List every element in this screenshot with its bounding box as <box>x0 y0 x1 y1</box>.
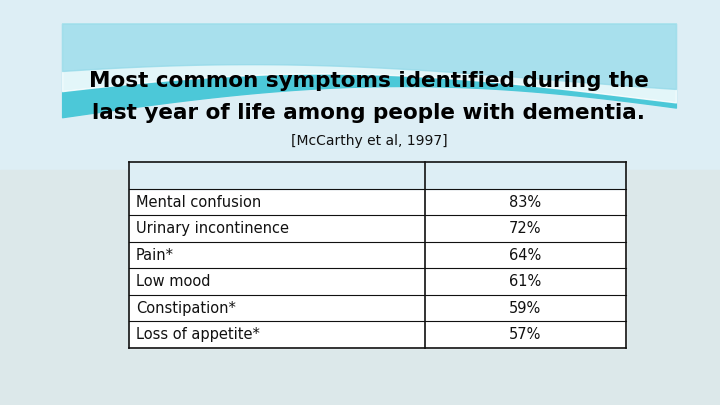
Text: 61%: 61% <box>509 274 541 289</box>
Text: Pain*: Pain* <box>136 248 174 263</box>
Text: 59%: 59% <box>509 301 541 316</box>
Text: Constipation*: Constipation* <box>136 301 235 316</box>
Text: Most common symptoms identified during the: Most common symptoms identified during t… <box>89 71 649 92</box>
Text: last year of life among people with dementia.: last year of life among people with deme… <box>92 102 646 123</box>
Text: [McCarthy et al, 1997]: [McCarthy et al, 1997] <box>291 134 447 147</box>
Text: Loss of appetite*: Loss of appetite* <box>136 327 260 342</box>
Text: Urinary incontinence: Urinary incontinence <box>136 221 289 236</box>
Bar <box>129 162 626 189</box>
Text: 72%: 72% <box>509 221 541 236</box>
Text: SYMPTOMS: SYMPTOMS <box>238 168 315 183</box>
Text: 83%: 83% <box>509 195 541 210</box>
Text: 64%: 64% <box>509 248 541 263</box>
Text: PERCENTAGE: PERCENTAGE <box>480 168 571 183</box>
Text: Mental confusion: Mental confusion <box>136 195 261 210</box>
Text: Low mood: Low mood <box>136 274 210 289</box>
Text: 57%: 57% <box>509 327 541 342</box>
Bar <box>129 162 626 348</box>
